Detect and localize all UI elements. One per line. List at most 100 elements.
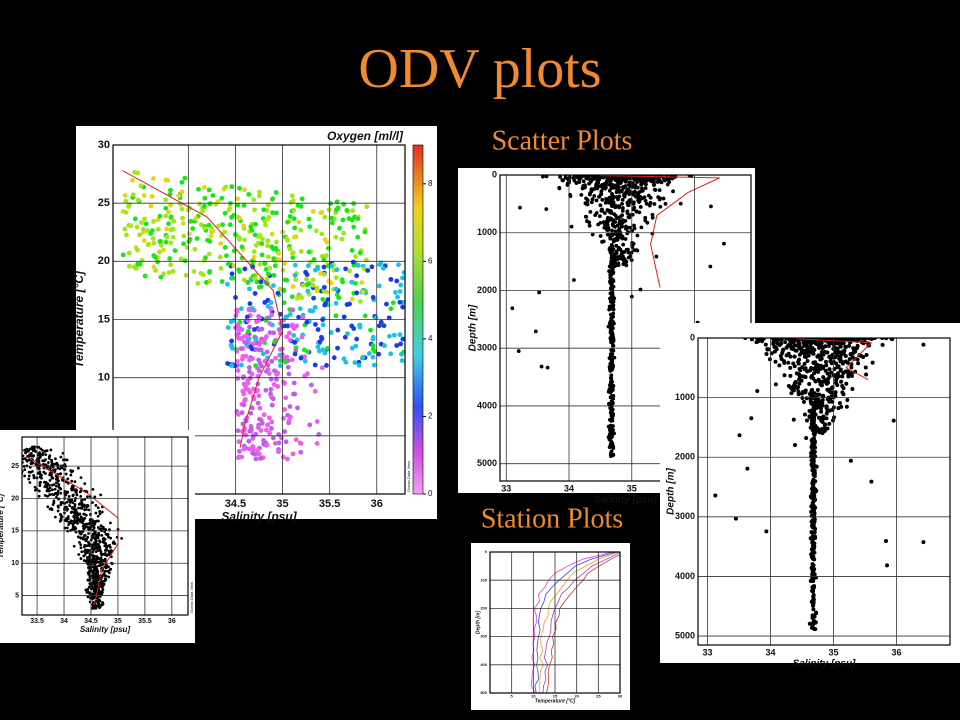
scatter-dot [400,275,405,281]
scatter-dot [610,197,615,202]
scatter-dot [804,396,809,401]
scatter-dot [203,280,209,285]
scatter-dot [635,233,640,238]
scatter-dot [85,495,89,499]
scatter-dot [259,420,265,426]
scatter-dot [633,190,638,195]
scatter-dot [827,421,832,426]
scatter-dot [304,319,310,325]
scatter-dot [255,447,260,453]
scatter-dot [610,341,615,345]
scatter-dot [202,195,208,201]
scatter-dot [246,307,252,313]
scatter-dot [82,554,86,558]
scatter-dot [256,357,262,363]
scatter-dot [222,229,227,235]
scatter-dot [290,255,296,260]
scatter-dot [539,364,544,369]
scatter-dot [837,350,842,355]
scatter-dot [298,449,304,455]
scatter-dot [579,193,584,197]
scatter-dot [132,169,138,175]
scatter-dot [47,489,51,493]
scatter-dot [299,295,304,301]
scatter-dot [259,236,265,242]
scatter-dot [267,430,273,436]
scatter-dot [257,261,263,267]
scatter-dot [376,323,382,329]
scatter-dot [820,398,825,403]
scatter-dot [280,267,286,273]
scatter-dot [840,359,845,364]
scatter-dot [163,239,169,245]
scatter-dot [623,179,628,184]
scatter-dot [613,203,618,208]
scatter-dot [70,470,73,474]
scatter-dot [802,367,807,372]
scatter-dot [823,368,828,373]
scatter-dot [38,451,41,455]
scatter-dot [620,201,624,206]
scatter-dot [336,295,342,301]
scatter-dot [131,264,137,270]
scatter-dot [98,512,102,516]
scatter-dot [256,327,262,333]
scatter-dot [265,422,270,428]
scatter-dot [749,338,754,342]
scatter-dot [671,189,675,194]
scatter-dot [281,415,286,421]
scatter-dot [163,205,169,211]
scatter-dot [86,535,90,539]
scatter-dot [65,500,69,504]
scatter-dot [297,306,303,312]
scatter-dot [639,225,644,230]
scatter-dot [325,345,330,351]
scatter-dot [811,621,816,626]
scatter-dot [70,479,74,483]
scatter-dot [283,439,289,445]
scatter-dot [236,331,241,337]
scatter-dot [811,440,816,445]
scatter-dot [803,390,808,395]
scatter-dot [287,312,293,317]
scatter-dot [643,215,648,220]
scatter-dot [545,365,550,370]
scatter-dot [846,371,851,376]
scatter-dot [609,435,613,440]
scatter-dot [299,196,305,202]
scatter-dot [53,515,57,519]
scatter-dot [643,186,648,191]
scatter-dot [319,365,325,371]
scatter-dot [75,520,78,524]
scatter-dot [149,193,155,199]
scatter-dot [298,248,304,254]
scatter-dot [365,268,371,273]
scatter-dot [88,578,92,582]
scatter-dot [813,497,818,502]
scatter-dot [251,197,257,202]
station-profile [542,552,620,693]
colorbar-tick-label: 6 [428,256,433,265]
scatter-dot [48,454,52,458]
scatter-dot [577,177,582,181]
plot-border [697,337,951,646]
scatter-dot [263,387,269,393]
scatter-dot [176,193,182,199]
scatter-dot [847,357,852,362]
scatter-dot [92,543,96,547]
scatter-dot [839,379,844,384]
scatter-dot [617,194,622,199]
scatter-dot [245,378,251,384]
scatter-dot [829,370,834,375]
scatter-dot [166,209,171,215]
scatter-dot [840,383,845,388]
scatter-dot [624,226,628,231]
scatter-dot [99,552,103,556]
scatter-dot [251,341,257,347]
scatter-dot [321,257,327,262]
scatter-dot [665,182,670,187]
scatter-dot [56,479,60,482]
scatter-dot [302,373,308,379]
scatter-dot [187,231,192,237]
